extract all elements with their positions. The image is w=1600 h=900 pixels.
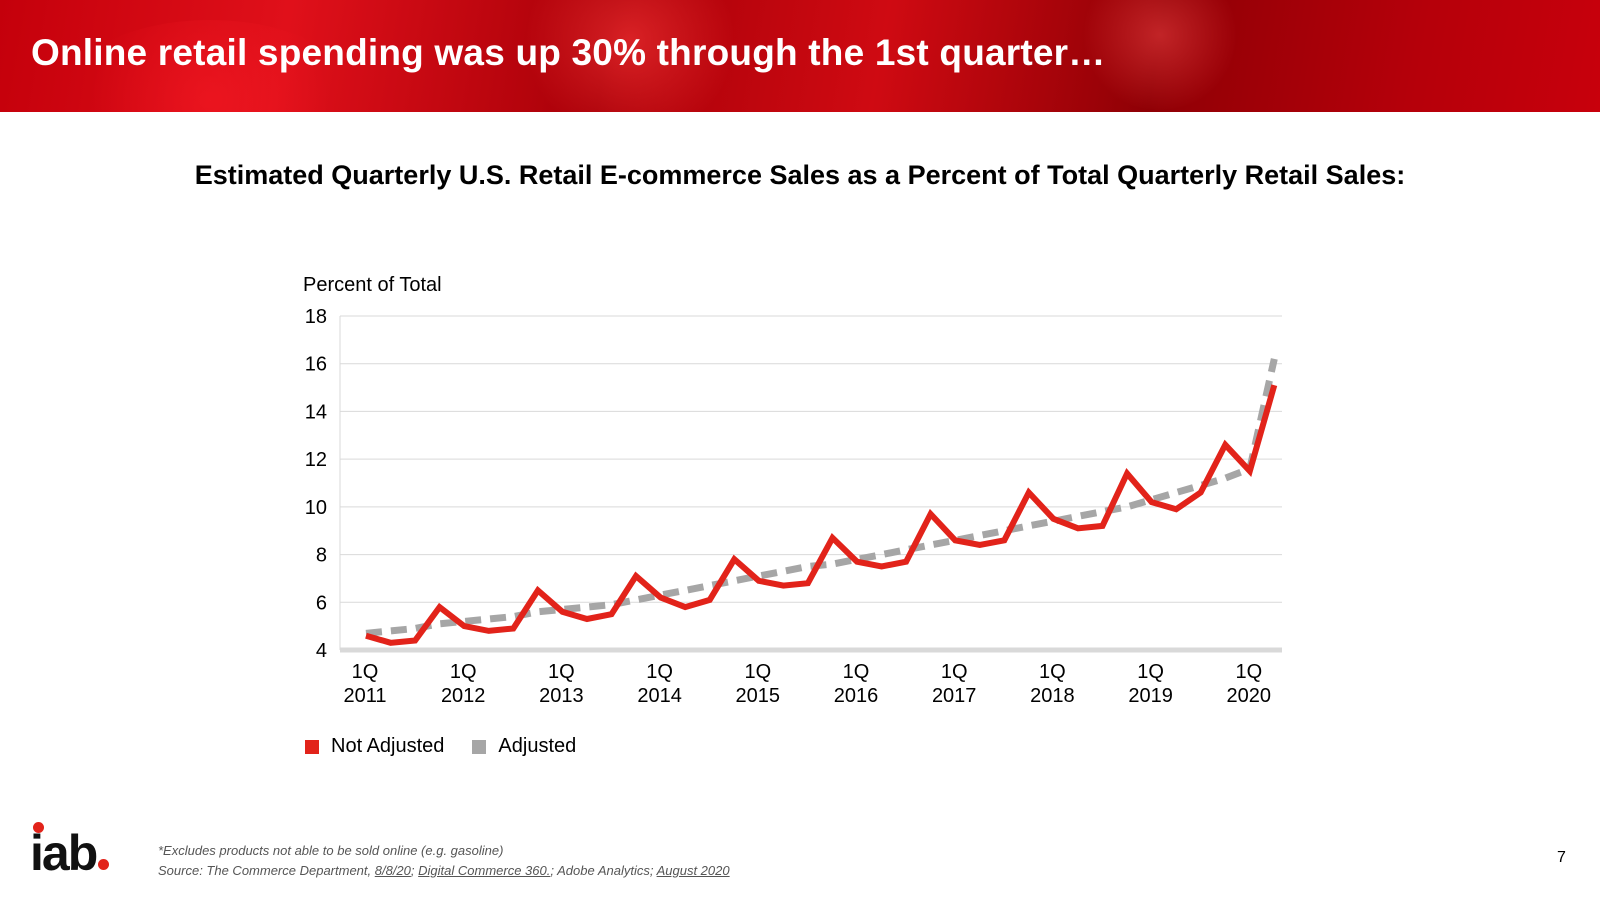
legend-swatch-not-adjusted [305,739,319,754]
legend-label-adjusted: Adjusted [498,735,577,757]
logo-end-dot [98,859,110,870]
x-tick-label: 1Q [450,661,477,683]
x-tick-label: 2011 [343,685,386,707]
y-tick-label: 16 [305,354,327,376]
x-tick-label: 1Q [1137,661,1164,683]
x-tick-label: 2014 [637,685,682,707]
y-axis-title: Percent of Total [303,274,442,296]
legend-label-not-adjusted: Not Adjusted [331,735,445,757]
x-tick-label: 1Q [646,661,673,683]
x-tick-label: 1Q [744,661,771,683]
chart-subtitle: Estimated Quarterly U.S. Retail E-commer… [194,160,1406,190]
x-tick-label: 2019 [1128,685,1173,707]
x-tick-label: 1Q [1235,661,1262,683]
source-link-august[interactable]: August 2020 [656,863,730,878]
x-tick-label: 2018 [1030,685,1075,707]
x-tick-label: 2015 [736,685,781,707]
x-tick-label: 2012 [441,685,486,707]
y-tick-label: 18 [305,306,327,328]
y-tick-label: 8 [316,545,327,567]
y-tick-label: 6 [316,592,327,614]
legend-item-not-adjusted: Not Adjusted [305,735,444,758]
y-tick-label: 12 [305,449,327,471]
y-tick-label: 4 [316,640,327,662]
x-tick-label: 1Q [941,661,968,683]
logo-text: iab [30,825,98,881]
banner-decoration [520,0,740,112]
chart-legend: Not Adjusted Adjusted [305,735,604,758]
source-sep: ; [410,863,419,878]
x-tick-label: 2013 [539,685,584,707]
y-tick-label: 10 [305,497,327,519]
series-line-not-adjusted [365,384,1278,646]
x-tick-label: 2020 [1227,685,1272,707]
footnote: *Excludes products not able to be sold o… [158,841,730,881]
legend-swatch-adjusted [472,739,487,754]
footnote-source: Source: The Commerce Department, 8/8/20;… [158,861,730,881]
logo-dot [33,822,44,833]
x-tick-label: 1Q [843,661,870,683]
iab-logo: iab [30,822,110,881]
source-prefix: Source: The Commerce Department, [158,863,375,878]
x-tick-label: 1Q [1039,661,1066,683]
source-link-date[interactable]: 8/8/20 [374,863,411,878]
source-sep: ; Adobe Analytics; [550,863,657,878]
page-number: 7 [1557,849,1566,866]
slide-title: Online retail spending was up 30% throug… [31,32,1106,73]
x-tick-label: 1Q [548,661,575,683]
x-tick-label: 2016 [834,685,879,707]
legend-item-adjusted: Adjusted [472,735,576,758]
header-banner: Online retail spending was up 30% throug… [0,0,1600,112]
x-tick-label: 1Q [352,661,379,683]
y-tick-label: 14 [305,401,327,423]
source-link-dc360[interactable]: Digital Commerce 360. [418,863,551,878]
x-tick-label: 2017 [932,685,977,707]
footnote-exclusion: *Excludes products not able to be sold o… [158,843,504,858]
series-line-adjusted [365,358,1278,637]
